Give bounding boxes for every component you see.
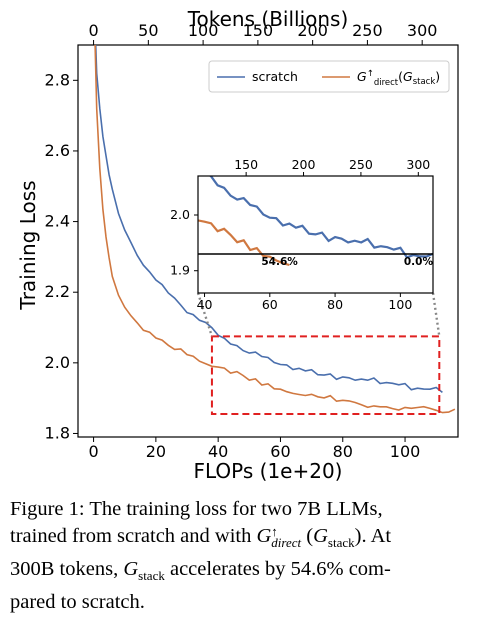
y-axis-label: Training Loss <box>16 180 40 310</box>
legend-label-scratch: scratch <box>252 69 298 84</box>
top-tick-label-3: 150 <box>243 21 274 40</box>
main-plot-frame <box>77 44 459 438</box>
top-tick-label-2: 100 <box>188 21 219 40</box>
y-tick-label-4: 2.6 <box>45 141 70 160</box>
x-tick-label-3: 60 <box>270 442 290 461</box>
y-tick-label-1: 2.0 <box>45 353 70 372</box>
caption-arrow: ↑ <box>271 524 278 540</box>
caption-stack: stack <box>327 535 355 551</box>
x-tick-label-5: 100 <box>390 442 421 461</box>
caption-line-4: pared to scratch. <box>10 591 145 614</box>
caption-direct: direct <box>271 535 302 551</box>
inset-connector-right <box>431 292 441 337</box>
inset-y-tick-label-1: 2.0 <box>170 207 190 222</box>
caption-stack2: stack <box>138 568 165 584</box>
top-tick-label-1: 50 <box>138 21 158 40</box>
y-tick-label-0: 1.8 <box>45 423 70 442</box>
inset-annotation-0: 54.6% <box>261 256 298 268</box>
top-tick-label-4: 200 <box>297 21 328 40</box>
training-loss-chart: 0 20 40 60 80 100 1.8 2.0 2.2 2.4 2.6 2.8 0 50 100 150 2… <box>16 7 459 483</box>
caption-line-3b: accelerates by 54.6% com- <box>164 558 391 581</box>
x-tick-label-0: 0 <box>88 442 98 461</box>
inset-series-line-0 <box>208 176 433 259</box>
inset-annotation-1: 0.0% <box>404 256 434 268</box>
top-tick-label-6: 300 <box>407 21 438 40</box>
caption-line-2c: ). At <box>354 525 392 547</box>
inset-top-tick-label-1: 200 <box>292 157 316 172</box>
y-tick-label-5: 2.8 <box>45 70 70 89</box>
caption-g2: G <box>313 525 328 547</box>
figure-caption: Figure 1: The training loss for two 7B L… <box>10 496 486 616</box>
inset-x-tick-label-1: 60 <box>262 297 278 312</box>
inset-frame <box>197 175 434 294</box>
caption-line-3a: 300B tokens, <box>10 558 124 581</box>
y-tick-label-3: 2.4 <box>45 212 70 231</box>
x-tick-label-2: 40 <box>208 442 228 461</box>
caption-paren: ( <box>301 525 314 547</box>
legend: scratch G↑direct(Gstack) <box>208 60 450 93</box>
inset-plot: 40 60 80 100 150 200 250 300 1.9 2.0 54.6% 0.0% <box>170 157 434 312</box>
series-line-1 <box>94 45 456 414</box>
top-tick-label-5: 250 <box>352 21 383 40</box>
inset-x-tick-label-3: 100 <box>388 297 412 312</box>
caption-line-2a: trained from scratch and with <box>10 525 257 547</box>
inset-top-tick-label-3: 300 <box>406 157 430 172</box>
inset-top-tick-label-0: 150 <box>234 157 258 172</box>
top-tick-label-0: 0 <box>88 21 98 40</box>
inset-series-line-1 <box>198 219 290 267</box>
inset-x-tick-label-0: 40 <box>197 297 213 312</box>
x-axis-label: FLOPs (1e+20) <box>193 459 342 483</box>
series-line-0 <box>94 45 443 394</box>
caption-line-1: Figure 1: The training loss for two 7B L… <box>10 498 383 520</box>
top-axis-label: Tokens (Billions) <box>187 7 349 31</box>
zoom-region-box <box>210 335 441 416</box>
caption-g3: G <box>123 558 139 581</box>
y-tick-label-2: 2.2 <box>45 282 70 301</box>
caption-g: G <box>256 525 272 547</box>
inset-x-tick-label-2: 80 <box>327 297 343 312</box>
x-tick-label-1: 20 <box>146 442 166 461</box>
legend-label-gstack: G↑direct(Gstack) <box>357 69 440 88</box>
x-tick-label-4: 80 <box>333 442 353 461</box>
inset-y-tick-label-0: 1.9 <box>170 263 190 278</box>
inset-top-tick-label-2: 250 <box>349 157 373 172</box>
